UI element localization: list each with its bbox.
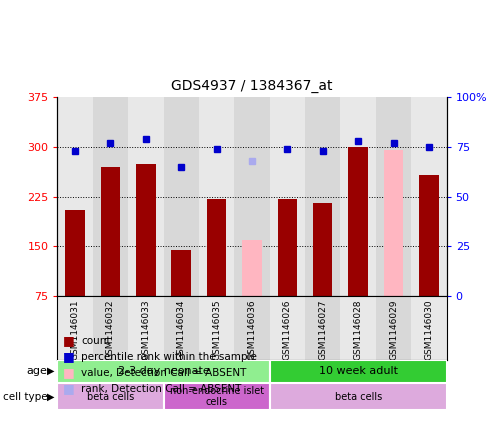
Text: value, Detection Call = ABSENT: value, Detection Call = ABSENT <box>81 368 247 378</box>
Bar <box>199 97 235 296</box>
Bar <box>348 147 368 296</box>
Bar <box>93 97 128 296</box>
Text: cell type: cell type <box>3 392 47 401</box>
Bar <box>269 360 447 383</box>
Bar <box>419 175 439 296</box>
Bar <box>376 97 411 296</box>
Bar <box>101 167 120 296</box>
Bar <box>57 97 93 296</box>
Bar <box>376 296 411 360</box>
Text: GSM1146034: GSM1146034 <box>177 299 186 360</box>
Text: beta cells: beta cells <box>334 392 382 401</box>
Text: GSM1146028: GSM1146028 <box>354 299 363 360</box>
Text: GSM1146029: GSM1146029 <box>389 299 398 360</box>
Bar <box>305 296 340 360</box>
Bar <box>269 97 305 296</box>
Text: ▶: ▶ <box>47 366 55 376</box>
Text: GSM1146030: GSM1146030 <box>425 299 434 360</box>
Bar <box>277 199 297 296</box>
Text: GSM1146033: GSM1146033 <box>141 299 150 360</box>
Text: beta cells: beta cells <box>87 392 134 401</box>
Bar <box>57 383 164 410</box>
Text: ■: ■ <box>62 334 74 347</box>
Bar <box>57 360 269 383</box>
Text: GSM1146032: GSM1146032 <box>106 299 115 360</box>
Bar <box>57 296 93 360</box>
Text: ■: ■ <box>62 366 74 379</box>
Bar <box>93 296 128 360</box>
Text: percentile rank within the sample: percentile rank within the sample <box>81 352 257 362</box>
Bar <box>235 97 269 296</box>
Text: ▶: ▶ <box>47 392 55 401</box>
Bar <box>411 296 447 360</box>
Text: GSM1146036: GSM1146036 <box>248 299 256 360</box>
Text: rank, Detection Call = ABSENT: rank, Detection Call = ABSENT <box>81 384 242 394</box>
Text: 10 week adult: 10 week adult <box>319 366 398 376</box>
Bar <box>164 383 269 410</box>
Text: ■: ■ <box>62 350 74 363</box>
Bar <box>128 97 164 296</box>
Bar <box>243 240 261 296</box>
Bar <box>305 97 340 296</box>
Bar <box>65 210 85 296</box>
Text: non-endocrine islet
cells: non-endocrine islet cells <box>170 386 263 407</box>
Text: GSM1146026: GSM1146026 <box>283 299 292 360</box>
Text: GSM1146027: GSM1146027 <box>318 299 327 360</box>
Bar <box>172 250 191 296</box>
Bar <box>136 164 156 296</box>
Bar <box>269 296 305 360</box>
Text: age: age <box>26 366 47 376</box>
Bar <box>128 296 164 360</box>
Bar <box>313 203 332 296</box>
Text: GSM1146035: GSM1146035 <box>212 299 221 360</box>
Bar <box>199 296 235 360</box>
Bar <box>411 97 447 296</box>
Bar <box>269 383 447 410</box>
Title: GDS4937 / 1384367_at: GDS4937 / 1384367_at <box>171 80 333 93</box>
Bar <box>164 97 199 296</box>
Bar <box>164 296 199 360</box>
Bar <box>384 150 403 296</box>
Text: ■: ■ <box>62 382 74 395</box>
Text: GSM1146031: GSM1146031 <box>70 299 79 360</box>
Bar <box>340 296 376 360</box>
Text: count: count <box>81 335 111 346</box>
Bar <box>235 296 269 360</box>
Bar <box>340 97 376 296</box>
Text: 2-3 day neonate: 2-3 day neonate <box>118 366 210 376</box>
Bar <box>207 199 227 296</box>
